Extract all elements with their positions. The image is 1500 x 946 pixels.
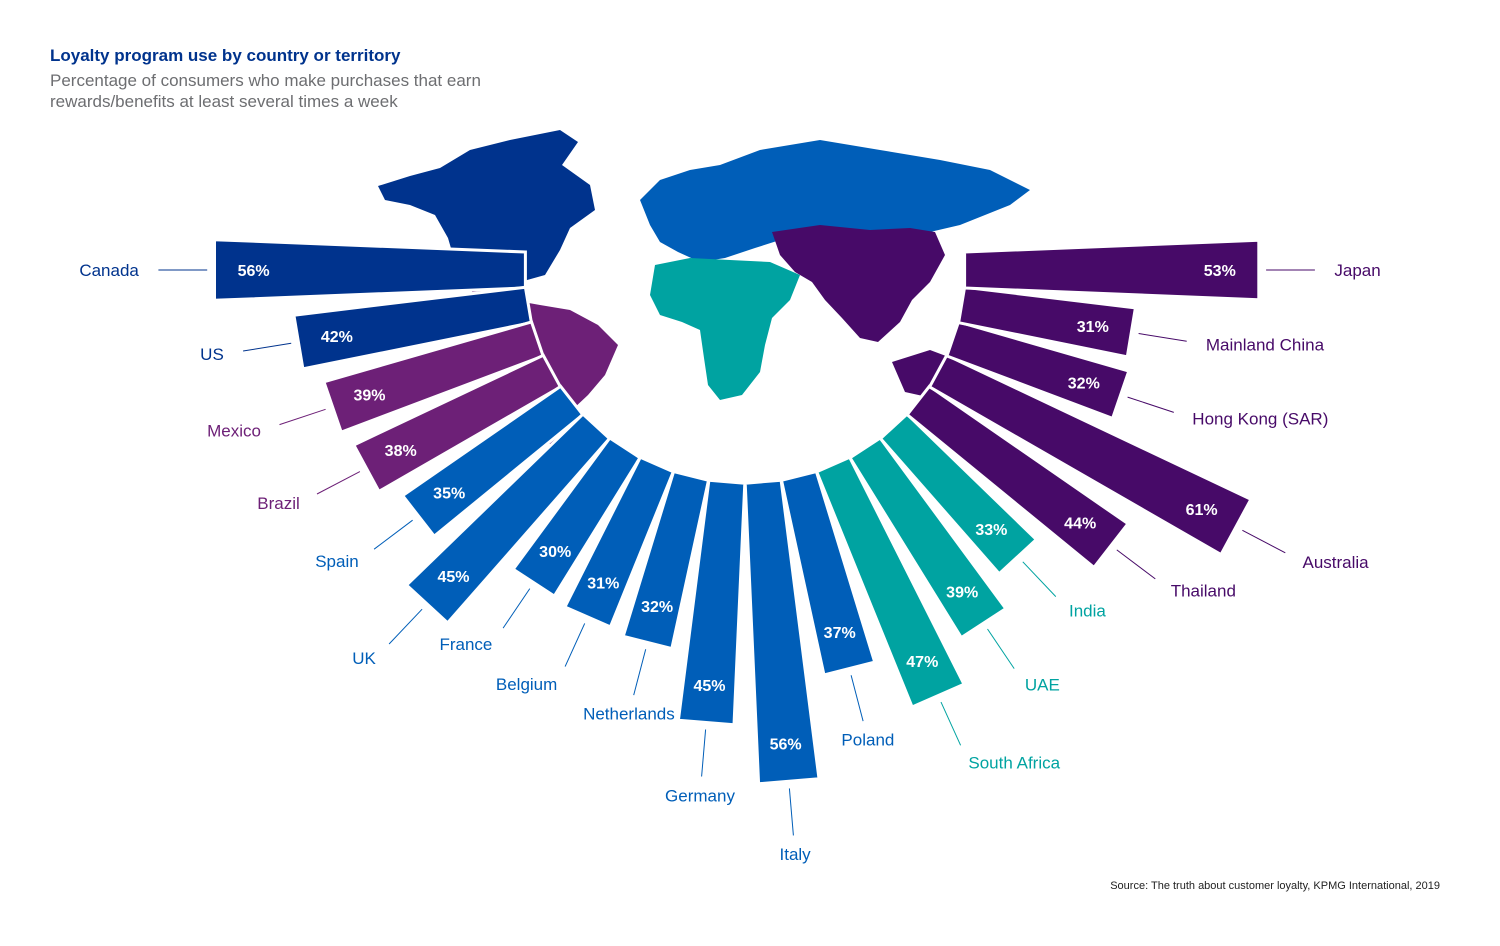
bar-poland: [779, 469, 877, 677]
value-label-netherlands: 32%: [641, 599, 673, 616]
category-label-us: US: [200, 345, 224, 364]
bar-india: [878, 412, 1039, 576]
bar-us: [292, 285, 534, 371]
category-label-spain: Spain: [315, 552, 358, 571]
leader-line-belgium: [564, 623, 586, 667]
category-label-hong-kong-sar: Hong Kong (SAR): [1192, 410, 1328, 429]
category-label-germany: Germany: [665, 786, 735, 805]
category-label-brazil: Brazil: [257, 494, 300, 513]
value-label-india: 33%: [975, 522, 1007, 539]
source-note: Source: The truth about customer loyalty…: [1110, 880, 1440, 892]
leader-line-poland: [850, 675, 864, 722]
value-label-belgium: 31%: [587, 575, 619, 592]
bar-uae: [847, 435, 1008, 640]
leader-line-mainland-china: [1138, 333, 1187, 342]
bar-south-africa: [814, 455, 967, 709]
value-label-japan: 53%: [1204, 263, 1236, 280]
bar-spain: [400, 384, 585, 539]
bar-thailand: [905, 384, 1131, 570]
bar-netherlands: [621, 469, 711, 651]
leader-line-spain: [373, 519, 413, 550]
leader-line-us: [243, 342, 292, 352]
category-label-mexico: Mexico: [207, 422, 261, 441]
bar-brazil: [351, 353, 563, 494]
leader-line-netherlands: [633, 649, 647, 696]
category-label-india: India: [1069, 601, 1106, 620]
category-label-australia: Australia: [1303, 553, 1370, 572]
category-label-italy: Italy: [780, 845, 812, 864]
value-label-south-africa: 47%: [906, 654, 938, 671]
chart-subtitle: Percentage of consumers who make purchas…: [50, 71, 481, 111]
value-label-brazil: 38%: [385, 443, 417, 460]
bar-italy: [743, 478, 821, 786]
leader-line-italy: [788, 788, 794, 836]
leader-line-uae: [987, 628, 1015, 669]
category-label-poland: Poland: [841, 730, 894, 749]
category-label-netherlands: Netherlands: [583, 704, 675, 723]
value-label-uae: 39%: [946, 585, 978, 602]
value-label-germany: 45%: [693, 678, 725, 695]
leader-line-india: [1022, 561, 1057, 597]
value-label-mexico: 39%: [353, 388, 385, 405]
value-label-hong-kong-sar: 32%: [1068, 376, 1100, 393]
value-label-spain: 35%: [433, 486, 465, 503]
bar-canada: [213, 238, 527, 302]
category-label-belgium: Belgium: [496, 675, 557, 694]
map-region-middle-east-africa: [650, 258, 800, 400]
value-label-poland: 37%: [824, 625, 856, 642]
bar-hong-kong-sar: [945, 320, 1131, 421]
category-label-thailand: Thailand: [1171, 582, 1236, 601]
category-label-south-africa: South Africa: [968, 754, 1060, 773]
category-label-uk: UK: [352, 649, 376, 668]
value-label-canada: 56%: [238, 263, 270, 280]
value-label-mainland-china: 31%: [1077, 319, 1109, 336]
map-region-north-america: [378, 130, 595, 290]
value-label-australia: 61%: [1186, 502, 1218, 519]
leader-line-brazil: [316, 471, 361, 495]
value-label-us: 42%: [321, 329, 353, 346]
leader-line-south-africa: [940, 701, 962, 746]
value-label-italy: 56%: [770, 737, 802, 754]
leader-line-germany: [701, 729, 707, 777]
bar-japan: [963, 238, 1261, 302]
bar-france: [511, 435, 643, 599]
category-label-mainland-china: Mainland China: [1206, 335, 1325, 354]
bars-group: 56% Canada 42% US 39% Mexico 38% Brazil 35% Spain…: [79, 238, 1381, 864]
leader-line-thailand: [1116, 549, 1156, 580]
leader-line-mexico: [279, 408, 326, 426]
leader-line-france: [502, 588, 531, 629]
category-label-canada: Canada: [79, 261, 139, 280]
category-label-uae: UAE: [1025, 675, 1060, 694]
bar-uk: [404, 412, 612, 626]
chart-title: Loyalty program use by country or territ…: [50, 46, 401, 65]
map-region-asia-pacific: [772, 225, 980, 410]
category-label-france: France: [439, 635, 492, 654]
map-region-europe-russia: [640, 140, 1030, 262]
bar-belgium: [562, 455, 676, 629]
leader-line-australia: [1242, 529, 1286, 554]
bar-mexico: [321, 320, 545, 435]
bar-australia: [927, 353, 1253, 557]
leader-line-uk: [388, 608, 423, 645]
bar-germany: [676, 478, 747, 727]
value-label-uk: 45%: [437, 569, 469, 586]
value-label-france: 30%: [539, 544, 571, 561]
leader-line-hong-kong-sar: [1127, 396, 1174, 413]
category-label-japan: Japan: [1334, 261, 1380, 280]
value-label-thailand: 44%: [1064, 515, 1096, 532]
bar-mainland-china: [956, 285, 1138, 359]
